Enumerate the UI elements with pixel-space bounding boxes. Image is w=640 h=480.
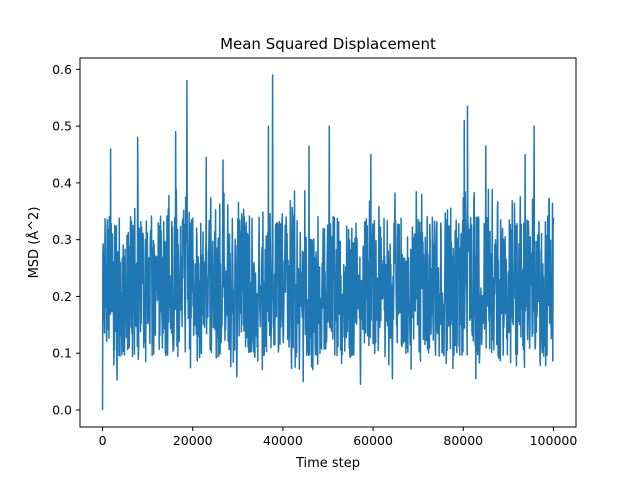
x-tick-label: 60000 [353, 433, 393, 448]
y-tick-label: 0.2 [52, 289, 72, 304]
y-axis: 0.0 0.1 0.2 0.3 0.4 0.5 0.6 [52, 62, 80, 417]
series-layer [101, 74, 555, 410]
series-line [101, 74, 555, 410]
x-tick-label: 0 [99, 433, 107, 448]
y-tick-label: 0.4 [52, 175, 72, 190]
plot-frame [79, 57, 577, 428]
x-tick-label: 40000 [263, 433, 303, 448]
y-tick-label: 0.6 [52, 62, 72, 77]
x-tick-label: 100000 [530, 433, 578, 448]
y-tick-label: 0.3 [52, 232, 72, 247]
y-tick-label: 0.1 [52, 346, 72, 361]
plot-area [79, 57, 577, 428]
x-tick-label: 80000 [443, 433, 483, 448]
x-axis: 0 20000 40000 60000 80000 100000 [99, 427, 578, 448]
x-axis-label: Time step [295, 456, 360, 471]
x-tick-label: 20000 [173, 433, 213, 448]
y-tick-label: 0.5 [52, 119, 72, 134]
chart-title: Mean Squared Displacement [220, 35, 436, 53]
y-tick-label: 0.0 [52, 402, 72, 417]
y-axis-label: MSD (Å^2) [26, 207, 42, 279]
